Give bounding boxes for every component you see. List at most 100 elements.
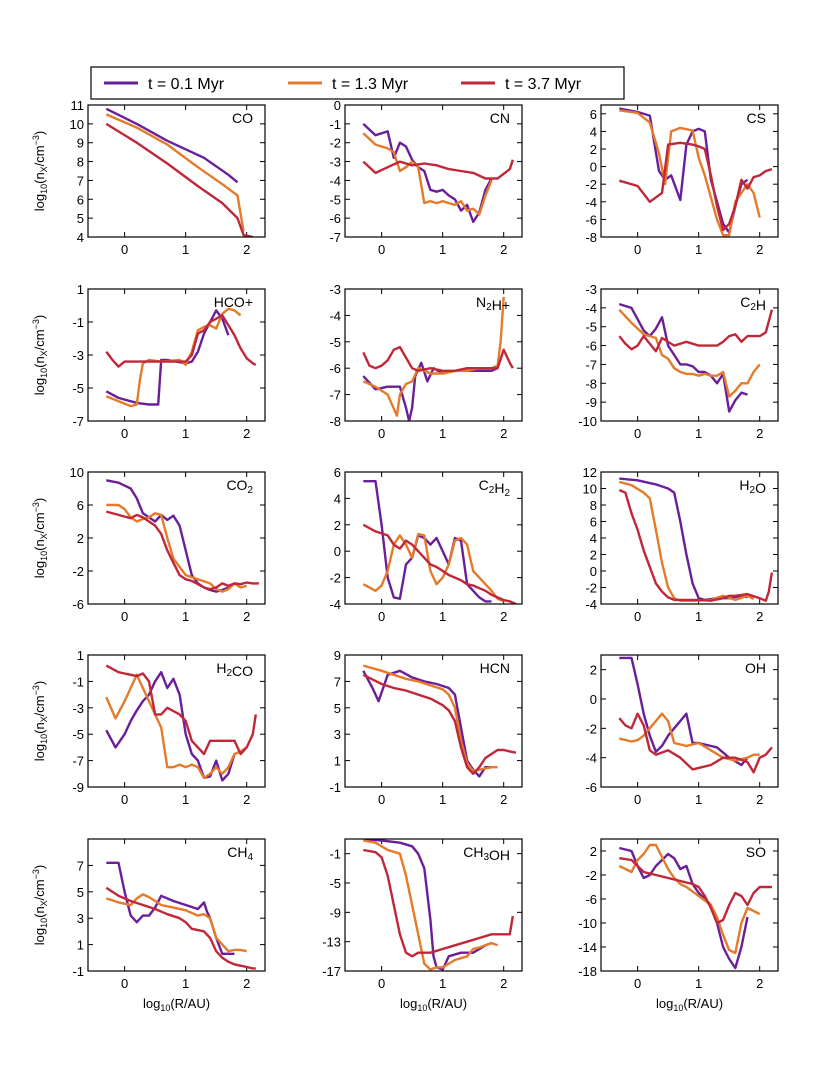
x-tick-label: 1	[182, 976, 189, 991]
panel-ch4: -1 1 3 5 7 0 1 2 CH4 log10(nX/cm−3) log10(R/AU)	[31, 838, 266, 1013]
series-line-3	[362, 345, 514, 372]
panel-cn: -7 -6 -5 -4 -3 -2 -1 0 0 1 2 CN	[329, 98, 523, 257]
panel-c2h2: -4 -2 0 2 4 6 0 1 2 C2H2	[329, 465, 523, 624]
plot-frame	[344, 104, 523, 238]
plot-frame	[600, 104, 779, 238]
series-line-3	[105, 664, 257, 756]
x-axis-label: log10(R/AU)	[656, 996, 723, 1013]
y-tick-label: 4	[590, 124, 597, 139]
x-tick-label: 0	[634, 426, 641, 441]
x-tick-label: 2	[243, 242, 250, 257]
y-tick-label: 6	[77, 498, 84, 513]
series-line-1	[619, 477, 748, 602]
x-tick-label: 0	[121, 242, 128, 257]
x-tick-label: 2	[243, 792, 250, 807]
y-tick-label: 2	[590, 663, 597, 678]
series-line-3	[105, 510, 259, 591]
plot-frame	[87, 471, 266, 605]
legend-label-3: t = 3.7 Myr	[505, 76, 582, 93]
plot-frame	[87, 288, 266, 422]
y-tick-label: -7	[329, 388, 341, 403]
panel-title: OH	[745, 660, 766, 676]
y-tick-label: 1	[334, 754, 341, 769]
x-tick-label: 0	[378, 426, 385, 441]
y-tick-label: -6	[329, 361, 341, 376]
panel-title: H2CO	[216, 660, 253, 679]
x-tick-label: 2	[243, 426, 250, 441]
y-tick-label: -4	[329, 173, 341, 188]
series-line-2	[619, 109, 761, 237]
legend-label-1: t = 0.1 Myr	[148, 76, 225, 93]
panel-hcn: -1 1 3 5 7 9 0 1 2 HCN	[329, 648, 523, 807]
y-tick-label: -3	[329, 282, 341, 297]
x-tick-label: 0	[378, 609, 385, 624]
y-tick-label: -4	[585, 301, 597, 316]
y-tick-label: -4	[585, 195, 597, 210]
series-line-2	[105, 673, 248, 779]
y-tick-label: 8	[77, 155, 84, 170]
panel-cs: -8 -6 -4 -2 0 2 4 6 0 1 2 CS	[585, 104, 779, 257]
y-tick-label: 2	[334, 518, 341, 533]
x-tick-label: 0	[634, 976, 641, 991]
panel-title: SO	[746, 844, 766, 860]
y-tick-label: 6	[590, 515, 597, 530]
y-tick-label: -9	[72, 780, 84, 795]
y-tick-label: -1	[72, 315, 84, 330]
y-tick-label: 0	[590, 160, 597, 175]
series-line-2	[105, 307, 242, 408]
y-tick-label: -4	[329, 308, 341, 323]
x-tick-label: 0	[378, 792, 385, 807]
x-tick-label: 0	[121, 426, 128, 441]
plot-frame	[344, 654, 523, 788]
y-tick-label: 0	[334, 98, 341, 113]
series-line-2	[105, 893, 247, 953]
panel-title: CO	[232, 110, 253, 126]
panel-title: CN	[490, 110, 510, 126]
x-tick-label: 1	[182, 242, 189, 257]
y-tick-label: -8	[329, 414, 341, 429]
y-tick-label: -10	[578, 916, 597, 931]
x-tick-label: 1	[439, 976, 446, 991]
panel-title: C2H	[740, 294, 766, 313]
series-line-2	[362, 296, 505, 417]
y-axis-label: log10(nX/cm−3)	[31, 315, 49, 396]
series-line-3	[362, 159, 514, 180]
y-tick-label: -9	[329, 905, 341, 920]
series-line-3	[362, 673, 517, 775]
panel-title: CO2	[226, 477, 253, 496]
y-tick-label: 12	[583, 465, 597, 480]
legend-box	[90, 66, 625, 100]
y-tick-label: -7	[72, 754, 84, 769]
y-tick-label: -8	[585, 230, 597, 245]
y-tick-label: -4	[585, 751, 597, 766]
series-line-2	[362, 664, 498, 773]
y-tick-label: -6	[585, 339, 597, 354]
y-tick-label: -2	[585, 581, 597, 596]
series-line-1	[363, 480, 492, 603]
plot-frame	[87, 654, 266, 788]
y-tick-label: -14	[578, 940, 597, 955]
x-tick-label: 0	[378, 242, 385, 257]
x-tick-label: 0	[634, 792, 641, 807]
panel-title: CH4	[227, 844, 253, 863]
y-tick-label: 4	[334, 491, 341, 506]
series-line-2	[363, 839, 499, 971]
x-tick-label: 2	[500, 976, 507, 991]
y-tick-label: 0	[334, 544, 341, 559]
y-tick-label: -1	[72, 674, 84, 689]
y-tick-label: -6	[72, 597, 84, 612]
y-tick-label: -1	[329, 117, 341, 132]
series-line-1	[106, 861, 235, 955]
legend-label-2: t = 1.3 Myr	[332, 76, 409, 93]
y-tick-label: -6	[585, 892, 597, 907]
series-line-2	[362, 532, 505, 603]
y-tick-label: 4	[77, 230, 84, 245]
y-tick-label: 10	[70, 117, 84, 132]
x-tick-label: 1	[182, 792, 189, 807]
x-tick-label: 2	[756, 242, 763, 257]
y-tick-label: 2	[590, 844, 597, 859]
series-line-3	[619, 857, 772, 925]
y-tick-label: -2	[329, 136, 341, 151]
